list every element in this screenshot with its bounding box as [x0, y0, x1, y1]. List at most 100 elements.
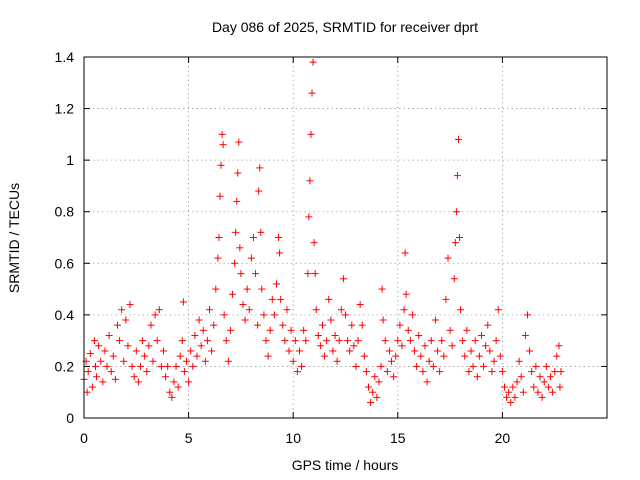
data-point: [130, 373, 138, 381]
data-point: [191, 331, 199, 339]
data-point: [371, 373, 379, 381]
data-point: [544, 383, 552, 391]
data-point: [442, 295, 450, 303]
data-point: [415, 331, 423, 339]
data-point: [289, 357, 297, 365]
data-point: [93, 373, 101, 381]
data-point: [348, 321, 356, 329]
data-point: [440, 352, 448, 360]
data-point: [285, 347, 293, 355]
data-point: [477, 331, 485, 339]
data-point: [249, 234, 257, 241]
data-point: [547, 373, 555, 381]
data-point: [86, 350, 94, 358]
data-point: [375, 378, 383, 386]
data-point: [307, 130, 315, 138]
data-point: [346, 347, 354, 355]
data-point: [388, 357, 396, 365]
data-point: [277, 295, 285, 303]
x-tick-label: 0: [80, 430, 88, 446]
data-point: [356, 301, 364, 309]
data-point: [354, 337, 362, 345]
data-point: [197, 342, 205, 350]
x-tick-label: 15: [390, 430, 406, 446]
data-point: [105, 331, 113, 339]
data-point: [467, 347, 475, 355]
data-point: [484, 321, 492, 329]
data-point: [258, 285, 266, 293]
data-point: [178, 337, 186, 345]
data-point: [222, 337, 230, 345]
data-point: [308, 89, 316, 97]
data-point: [97, 357, 105, 365]
data-point: [383, 368, 391, 376]
data-point: [425, 357, 433, 365]
data-point: [408, 311, 416, 319]
data-point: [434, 347, 442, 355]
data-point: [450, 275, 458, 283]
data-point: [463, 326, 471, 334]
data-point: [327, 316, 335, 324]
data-point: [293, 368, 301, 376]
data-point: [400, 306, 408, 314]
data-point: [311, 270, 319, 278]
data-point: [159, 347, 167, 355]
data-point: [128, 362, 136, 370]
data-point: [134, 378, 142, 386]
data-point: [113, 321, 121, 329]
data-point: [124, 342, 132, 350]
data-point: [453, 172, 461, 180]
data-point: [438, 337, 446, 345]
data-point: [526, 347, 534, 355]
y-tick-label: 1.4: [55, 49, 75, 65]
data-point: [360, 352, 368, 360]
data-point: [396, 321, 404, 329]
data-point: [199, 326, 207, 334]
data-point: [220, 311, 228, 319]
data-point: [151, 311, 159, 319]
data-point: [90, 337, 98, 345]
data-point: [452, 208, 460, 216]
x-tick-label: 20: [495, 430, 511, 446]
data-point: [496, 352, 504, 360]
data-point: [283, 306, 291, 314]
data-point: [132, 347, 140, 355]
data-point: [557, 368, 565, 376]
data-point: [337, 306, 345, 314]
data-point: [538, 393, 546, 401]
data-point: [509, 383, 517, 391]
data-point: [103, 362, 111, 370]
data-point: [446, 326, 454, 334]
data-point: [291, 337, 299, 345]
data-point: [153, 337, 161, 345]
data-point: [316, 342, 324, 350]
data-point: [377, 362, 385, 370]
data-point: [266, 326, 274, 334]
data-point: [362, 368, 370, 376]
data-point: [456, 234, 464, 241]
data-point: [99, 378, 107, 386]
data-point: [530, 383, 538, 391]
y-tick-label: 0.4: [55, 307, 75, 323]
data-point: [475, 352, 483, 360]
data-point: [528, 368, 536, 376]
data-point: [212, 285, 220, 293]
data-point: [298, 362, 306, 370]
data-point: [542, 362, 550, 370]
data-point: [270, 311, 278, 319]
data-point: [335, 337, 343, 345]
data-point: [553, 352, 561, 360]
data-point: [168, 393, 176, 401]
data-point: [260, 311, 268, 319]
y-tick-label: 1: [66, 152, 74, 168]
data-point: [237, 270, 245, 278]
data-point: [147, 321, 155, 329]
data-point: [312, 306, 320, 314]
data-point: [556, 383, 564, 391]
data-point: [511, 393, 519, 401]
data-point: [229, 290, 237, 298]
data-point: [515, 357, 523, 365]
data-point: [155, 306, 163, 314]
data-point: [521, 331, 529, 339]
data-point: [118, 306, 126, 314]
